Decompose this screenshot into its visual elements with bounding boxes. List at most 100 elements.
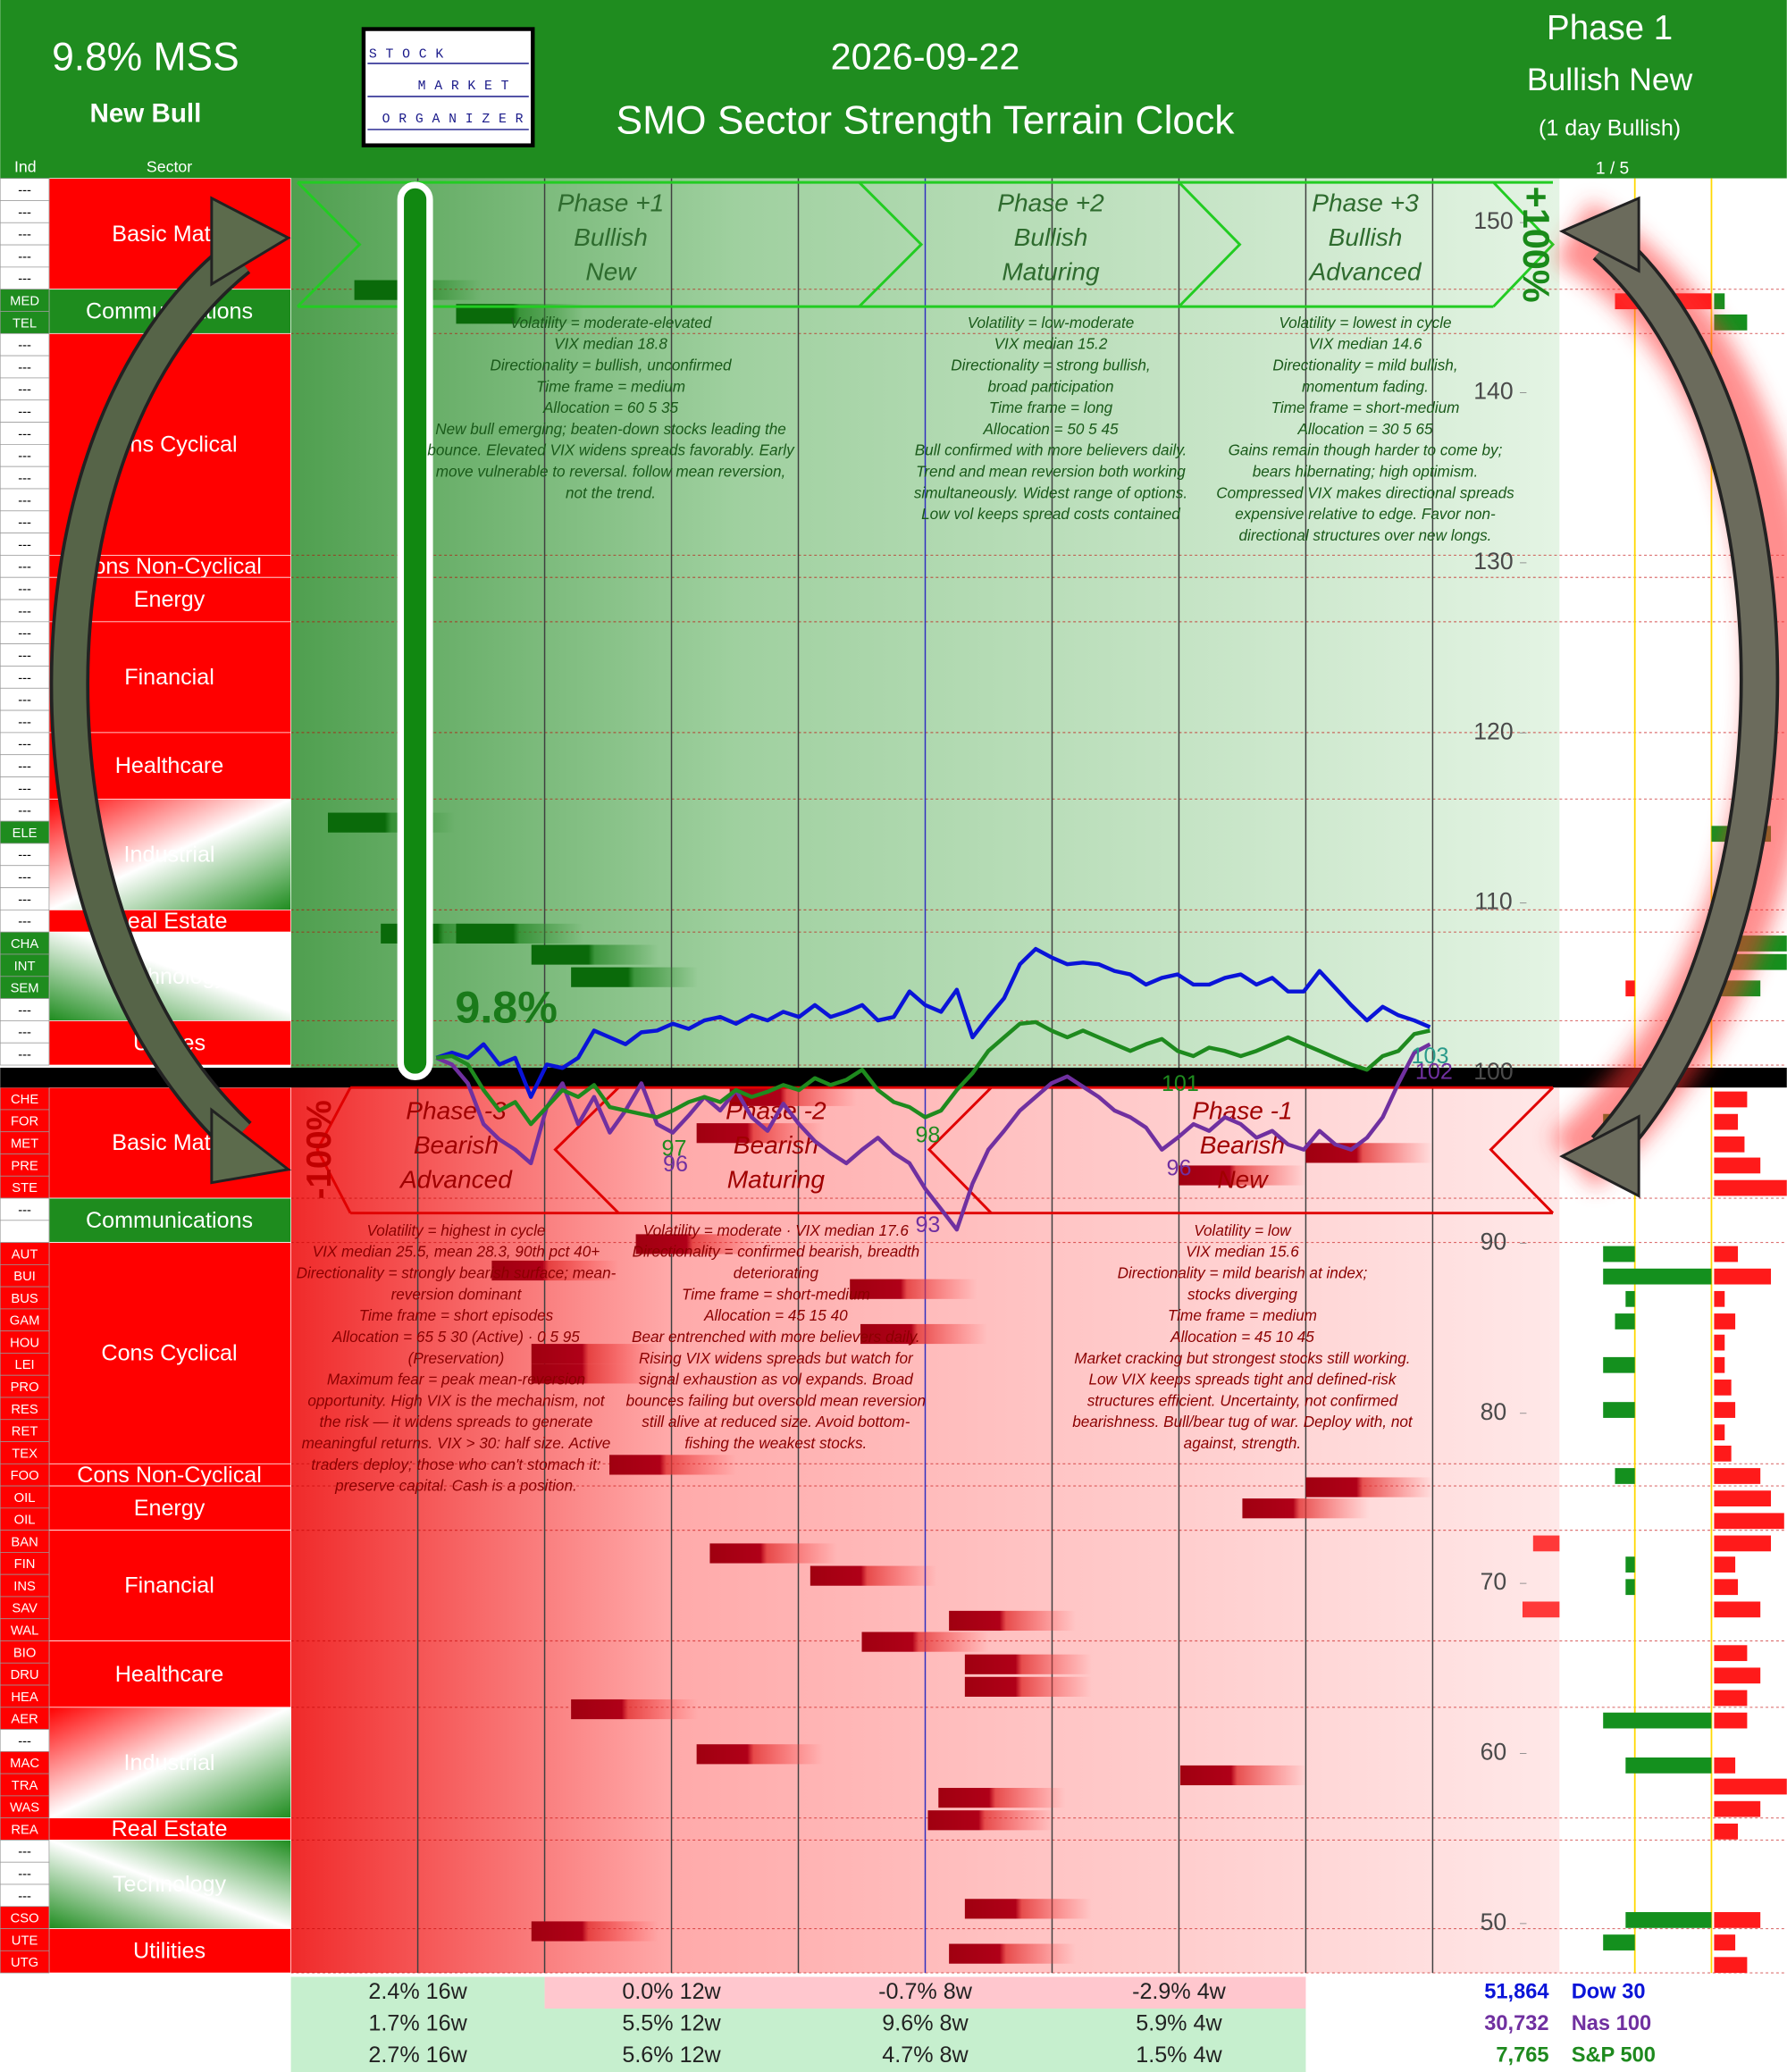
legend-entry: S&P 500 <box>1572 2044 1656 2068</box>
ind-code: BIO <box>13 1646 36 1660</box>
ind-code: --- <box>18 871 31 885</box>
y-tick-label: 100 <box>1473 1058 1513 1085</box>
ind-cell <box>0 399 50 423</box>
sector-cell <box>48 1242 291 1464</box>
ind-code: OIL <box>14 1514 36 1528</box>
summary-value: 9.6% 8w <box>882 2010 969 2035</box>
ind-cell <box>0 666 50 689</box>
phase-note: Gains remain though harder to come by; <box>1229 441 1503 459</box>
ind-code: SAV <box>12 1602 38 1616</box>
ind-code: --- <box>18 782 31 796</box>
phase-name: Bullish New <box>1527 62 1693 97</box>
date: 2026-09-22 <box>831 36 1020 77</box>
position-bar <box>709 1543 837 1564</box>
side-bar <box>1615 1313 1635 1330</box>
side-bar <box>1714 1934 1736 1950</box>
side-bar <box>1603 1934 1635 1950</box>
sector-name: Utilities <box>133 1938 206 1963</box>
ind-cell <box>0 1618 50 1641</box>
side-bar <box>1714 1157 1761 1174</box>
ind-code: --- <box>18 1048 31 1062</box>
ind-code: --- <box>18 1734 31 1749</box>
title: SMO Sector Strength Terrain Clock <box>617 98 1236 142</box>
ind-code: UTE <box>12 1934 38 1948</box>
phase-note: Bear entrenched with more believers dail… <box>632 1328 920 1346</box>
ind-code: --- <box>18 693 31 708</box>
side-bar <box>1603 1712 1712 1729</box>
position-bar <box>1179 1165 1306 1186</box>
ind-cell <box>0 266 50 290</box>
side-bar <box>1714 1334 1725 1351</box>
ind-cell <box>0 910 50 933</box>
ind-cell <box>0 1817 50 1841</box>
ind-code: --- <box>18 516 31 531</box>
ind-cell <box>0 843 50 867</box>
sector-name: Healthcare <box>115 1662 224 1687</box>
phase-note: Trend and mean reversion both working <box>916 463 1186 481</box>
bar-layer <box>328 280 1787 1974</box>
ind-cell <box>0 931 50 955</box>
phase-note: momentum fading. <box>1302 377 1429 395</box>
ind-code: RET <box>12 1425 38 1439</box>
mss-label: 9.8% <box>455 982 558 1033</box>
series-line <box>435 1042 1431 1232</box>
ind-code: --- <box>18 427 31 441</box>
sector-name: Industrial <box>124 1750 215 1775</box>
sector-name: Real Estate <box>112 1816 228 1841</box>
side-bar <box>1714 1535 1772 1552</box>
phase-note: Volatility = low-moderate <box>968 314 1135 331</box>
ind-cell <box>0 1397 50 1421</box>
ind-code: BUI <box>13 1270 36 1284</box>
phase-note: move vulnerable to reversal. follow mean… <box>436 463 786 481</box>
position-bar <box>810 1565 937 1586</box>
position-bar <box>949 1943 1077 1964</box>
line-label: 102 <box>1415 1060 1453 1085</box>
chevron <box>296 181 362 308</box>
ind-cell <box>0 1707 50 1730</box>
ind-code: UTG <box>11 1956 38 1970</box>
side-bar <box>1625 1290 1635 1307</box>
phase-note: still alive at reduced size. Avoid botto… <box>642 1413 910 1430</box>
ind-code: FOO <box>11 1469 39 1483</box>
side-bar <box>1603 1268 1712 1285</box>
sector-name: Technology <box>113 1872 227 1897</box>
side-bar <box>1714 1424 1725 1441</box>
ind-code: OIL <box>14 1491 36 1506</box>
ind-code: --- <box>18 494 31 508</box>
phase-note: Low VIX keeps spreads tight and defined-… <box>1088 1371 1397 1388</box>
ind-code: --- <box>18 361 31 375</box>
ind-cell <box>0 355 50 379</box>
position-bar <box>571 967 699 987</box>
side-bar <box>1714 1113 1739 1130</box>
phase-note: VIX median 25.5, mean 28.3, 90th pct 40+ <box>313 1243 600 1261</box>
ind-cell <box>0 1950 50 1974</box>
position-bar <box>860 1323 988 1345</box>
ind-code: CHE <box>11 1093 38 1107</box>
phase-note: broad participation <box>987 377 1113 395</box>
phase-note: Volatility = lowest in cycle <box>1279 314 1451 331</box>
phase-note: reversion dominant <box>391 1285 523 1303</box>
ind-code: --- <box>18 849 31 863</box>
phase-label: Bullish <box>574 223 648 251</box>
phase-note: Time frame = long <box>989 398 1113 416</box>
position-bar <box>328 812 455 833</box>
ind-code: --- <box>18 1867 31 1882</box>
sector-name: Energy <box>134 1496 206 1521</box>
phase-note: VIX median 15.2 <box>994 335 1108 353</box>
side-bar <box>1714 1800 1761 1817</box>
summary-value: 1.7% 16w <box>368 2010 467 2035</box>
summary-cell <box>544 1976 1306 2009</box>
ind-cell <box>0 576 50 600</box>
ind-code: --- <box>18 383 31 398</box>
logo-word: STOCK <box>369 48 452 63</box>
phase-note: Market cracking but strongest stocks sti… <box>1074 1349 1410 1367</box>
ind-code: --- <box>18 449 31 464</box>
position-bar <box>927 1810 1055 1831</box>
ind-cell <box>0 1330 50 1354</box>
position-bar <box>696 1123 824 1144</box>
ind-cell <box>0 776 50 800</box>
phase-note: Time frame = short-medium <box>1271 398 1460 416</box>
ind-code: --- <box>18 339 31 353</box>
ind-cell <box>0 1840 50 1863</box>
